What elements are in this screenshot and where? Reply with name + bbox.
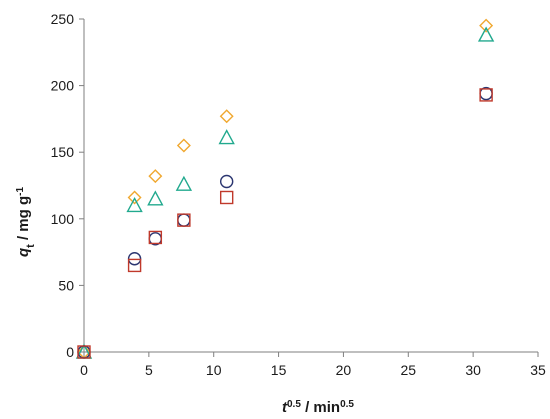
y-tick-label: 100 <box>51 211 75 227</box>
x-axis-title: t0.5 / min0.5 <box>282 399 354 417</box>
data-point-diamond <box>127 190 142 205</box>
data-point-triangle <box>126 197 143 213</box>
x-tick-label: 15 <box>271 362 287 378</box>
x-tick-label: 20 <box>336 362 352 378</box>
data-point-circle <box>177 213 191 227</box>
x-tick-label: 35 <box>530 362 546 378</box>
y-tick-label: 250 <box>51 11 75 27</box>
data-point-square <box>77 345 91 359</box>
data-point-diamond <box>148 169 163 184</box>
y-tick-label: 150 <box>51 144 75 160</box>
data-point-diamond <box>219 109 234 124</box>
x-tick-label: 0 <box>80 362 88 378</box>
data-point-square <box>148 230 163 245</box>
data-point-triangle <box>175 175 193 191</box>
data-point-square <box>127 258 142 273</box>
axes: 0 50 100 150 200 250 0 5 10 15 20 25 30 35 <box>51 11 546 378</box>
data-point-triangle <box>147 190 164 206</box>
data-point-diamond <box>176 138 191 153</box>
data-markers <box>75 18 495 359</box>
data-point-circle <box>219 174 234 189</box>
x-tick-label: 5 <box>145 362 153 378</box>
y-tick-label: 50 <box>58 277 74 293</box>
data-point-triangle <box>218 129 235 145</box>
y-tick-label: 0 <box>66 344 74 360</box>
data-point-square <box>177 213 191 227</box>
data-point-diamond <box>479 18 494 33</box>
data-point-square <box>219 190 234 205</box>
y-axis-title: qt / mg g-1 <box>15 187 38 258</box>
data-point-square <box>479 88 493 102</box>
data-point-triangle <box>477 26 495 42</box>
x-tick-label: 25 <box>400 362 416 378</box>
x-tick-label: 10 <box>206 362 222 378</box>
y-tick-label: 200 <box>51 78 75 94</box>
x-tick-label: 30 <box>465 362 481 378</box>
